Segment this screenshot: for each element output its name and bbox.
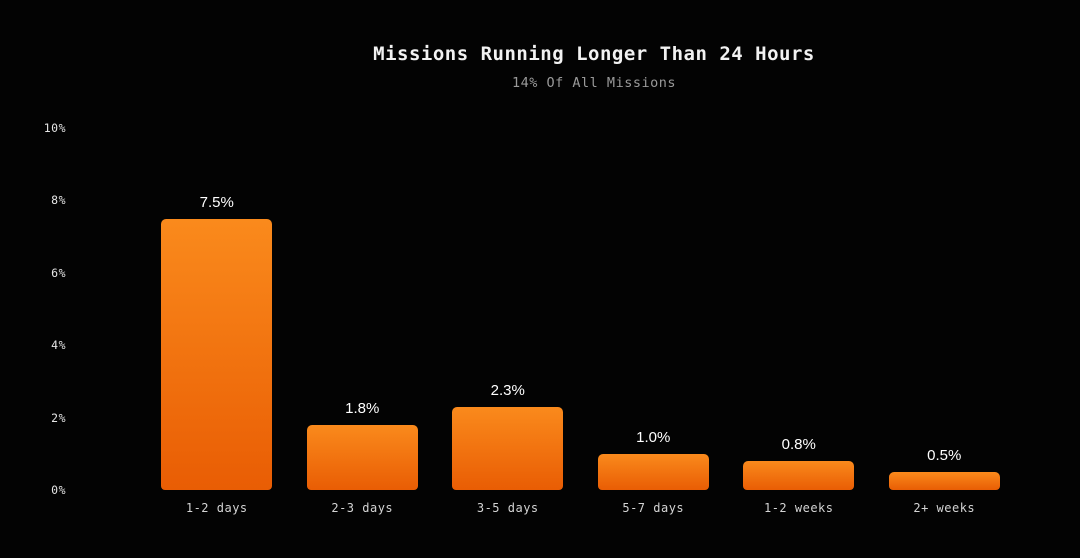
y-tick-label: 10%: [43, 121, 66, 135]
x-category-label: 1-2 days: [185, 501, 248, 515]
bar-value-label: 1.0%: [636, 428, 671, 446]
y-axis: 0% 2% 4% 6% 8% 10%: [0, 121, 66, 497]
y-tick-label: 8%: [51, 193, 66, 208]
plot-area: 7.5% 1-2 days 1.8% 2-3 days 2.3% 3-5 days 1.0%…: [144, 128, 1018, 515]
bar-slot: 0.5% 2+ weeks: [872, 128, 1018, 515]
chart-header: Missions Running Longer Than 24 Hours 14…: [108, 42, 1080, 92]
bar: [161, 218, 273, 490]
x-category-label: 3-5 days: [476, 501, 539, 515]
bar-value-label: 0.8%: [781, 436, 816, 454]
bar-slot: 7.5% 1-2 days: [144, 128, 290, 515]
y-tick-label: 0%: [51, 483, 66, 497]
bar: [743, 461, 855, 490]
bar: [452, 406, 564, 490]
bar: [597, 453, 709, 490]
x-category-label: 2-3 days: [331, 501, 394, 515]
chart-title: Missions Running Longer Than 24 Hours: [373, 43, 815, 65]
x-category-label: 2+ weeks: [913, 501, 976, 515]
bar: [306, 424, 418, 490]
x-category-label: 1-2 weeks: [763, 501, 834, 515]
bar-slot: 2.3% 3-5 days: [435, 128, 581, 515]
bar-slot: 0.8% 1-2 weeks: [726, 128, 872, 515]
y-tick-label: 2%: [51, 410, 66, 425]
bar-slot: 1.0% 5-7 days: [581, 128, 727, 515]
bar-value-label: 0.5%: [927, 446, 962, 464]
x-category-label: 5-7 days: [622, 501, 685, 515]
y-tick-label: 4%: [51, 338, 66, 353]
bar-value-label: 2.3%: [490, 381, 525, 399]
bar-value-label: 1.8%: [345, 399, 380, 417]
bar: [888, 471, 1000, 490]
chart-subtitle: 14% Of All Missions: [512, 75, 676, 91]
bar-value-label: 7.5%: [199, 193, 234, 211]
y-tick-label: 6%: [51, 265, 66, 280]
bar-slot: 1.8% 2-3 days: [290, 128, 436, 515]
